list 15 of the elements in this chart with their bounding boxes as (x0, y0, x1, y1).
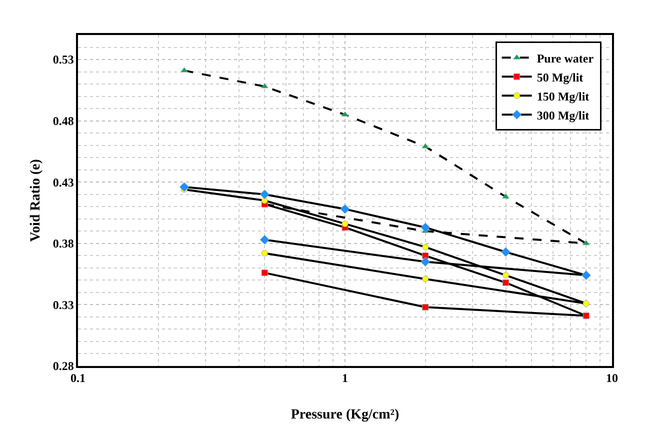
legend-label: 300 Mg/lit (536, 108, 590, 122)
legend-label: 50 Mg/lit (536, 70, 584, 84)
x-tick-label: 1 (342, 371, 348, 386)
x-tick-label: 10 (606, 371, 618, 386)
legend-label: Pure water (536, 51, 594, 66)
y-tick-label: 0.33 (52, 298, 74, 312)
y-tick-label: 0.48 (52, 114, 74, 128)
y-tick-label: 0.43 (52, 175, 74, 190)
y-tick-label: 0.53 (52, 52, 74, 67)
x-tick-label: 0.1 (70, 371, 86, 386)
y-tick-label: 0.38 (52, 236, 74, 251)
y-tick-label: 0.28 (52, 359, 74, 374)
x-axis-title: Pressure (Kg/cm²) (290, 408, 400, 422)
y-axis-title: Void Ratio (e) (28, 158, 44, 242)
legend-label: 150 Mg/lit (536, 89, 590, 104)
